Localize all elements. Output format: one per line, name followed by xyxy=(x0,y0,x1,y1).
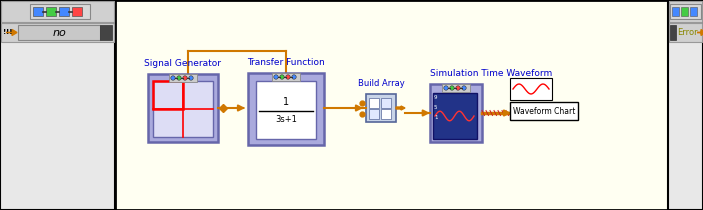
Bar xyxy=(670,25,676,40)
Text: Transfer Function: Transfer Function xyxy=(247,58,325,67)
Bar xyxy=(369,98,379,108)
Circle shape xyxy=(456,86,460,90)
FancyArrow shape xyxy=(6,29,17,35)
Bar xyxy=(668,0,703,210)
Bar xyxy=(1,23,114,42)
Text: !: ! xyxy=(4,29,6,35)
Circle shape xyxy=(183,76,187,80)
Text: 5: 5 xyxy=(434,105,437,110)
Bar xyxy=(153,81,213,137)
Text: 1: 1 xyxy=(283,97,289,107)
Bar xyxy=(669,1,702,22)
Circle shape xyxy=(292,75,296,79)
Circle shape xyxy=(280,75,284,79)
Text: 9: 9 xyxy=(434,95,437,100)
Bar xyxy=(369,109,379,119)
Circle shape xyxy=(176,76,181,80)
Bar xyxy=(33,7,43,16)
Bar xyxy=(248,73,324,145)
Bar xyxy=(100,25,112,40)
Text: 3s+1: 3s+1 xyxy=(275,115,297,124)
Bar xyxy=(169,74,197,82)
Bar xyxy=(672,7,679,16)
Text: !!: !! xyxy=(6,29,12,35)
Bar xyxy=(256,81,316,139)
FancyArrow shape xyxy=(697,29,703,35)
Bar xyxy=(381,109,391,119)
Circle shape xyxy=(273,75,278,79)
Bar xyxy=(115,0,668,210)
Bar xyxy=(510,78,552,100)
Circle shape xyxy=(286,75,290,79)
FancyArrow shape xyxy=(396,106,405,110)
Bar xyxy=(46,7,56,16)
Bar xyxy=(366,94,396,122)
Bar xyxy=(430,84,482,142)
Bar xyxy=(442,84,470,92)
Bar xyxy=(670,4,701,19)
Bar xyxy=(153,81,183,109)
Bar xyxy=(272,73,300,81)
Circle shape xyxy=(171,76,175,80)
Circle shape xyxy=(189,76,193,80)
Text: Error: Error xyxy=(677,28,697,37)
Circle shape xyxy=(462,86,466,90)
Bar xyxy=(690,7,697,16)
Bar xyxy=(681,7,688,16)
Bar xyxy=(433,93,477,139)
Circle shape xyxy=(444,86,449,90)
Text: Waveform Chart: Waveform Chart xyxy=(512,106,575,116)
Bar xyxy=(0,0,115,210)
Bar xyxy=(1,1,114,22)
Bar xyxy=(59,7,69,16)
Bar xyxy=(510,102,578,120)
Bar xyxy=(669,23,702,42)
Text: 1: 1 xyxy=(434,115,437,120)
Circle shape xyxy=(450,86,454,90)
Bar xyxy=(30,4,90,19)
Text: Simulation Time Waveform: Simulation Time Waveform xyxy=(430,69,552,78)
Bar xyxy=(148,74,218,142)
Bar xyxy=(72,7,82,16)
Text: no: no xyxy=(52,28,66,38)
Bar xyxy=(381,98,391,108)
Text: Build Array: Build Array xyxy=(358,79,404,88)
Text: Signal Generator: Signal Generator xyxy=(145,59,221,68)
Bar xyxy=(18,25,100,40)
